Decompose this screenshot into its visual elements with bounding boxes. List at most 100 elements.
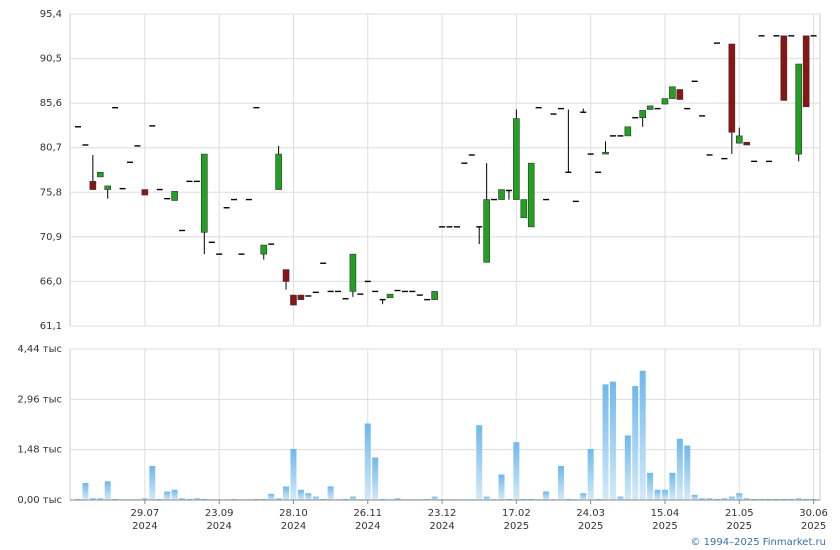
candle-body [602,151,609,155]
volume-bar [661,489,668,500]
volume-bar [617,496,624,500]
volume-bar [283,486,290,500]
volume-bar [520,498,527,500]
volume-bar [349,496,356,500]
volume-bar [803,498,810,500]
candle-body [735,135,743,144]
volume-bar [669,472,676,500]
candle-body [743,141,751,146]
volume-bar [364,423,371,500]
plot-area [69,348,821,501]
candle-body [498,189,505,200]
x-tick-year: 2025 [652,521,677,532]
candle-body [676,89,684,100]
candle-body [89,181,97,190]
volume-bar [565,498,572,500]
volume-bar [595,498,602,500]
volume-bar [305,493,312,500]
candle-body [483,199,490,263]
volume-bar [543,491,550,500]
candle-body [275,153,282,190]
volume-bar [587,448,594,500]
volume-bar [193,498,200,500]
candle-body [171,191,178,201]
y-tick-label: 2,96 тыс [17,394,62,405]
y-tick-label: 90,5 [40,54,62,65]
x-tick-label: 15.04 [651,508,680,519]
volume-bar [231,498,238,500]
volume-bar [743,498,750,500]
volume-bar [290,448,297,500]
x-tick-year: 2025 [578,521,603,532]
candle-body [661,98,669,105]
volume-bar [676,438,683,500]
y-tick-label: 80,7 [40,143,62,154]
x-tick-year: 2024 [206,521,231,532]
candle-body [513,118,520,200]
volume-bar [721,498,728,500]
y-tick-label: 66,0 [40,276,62,287]
candle-body [260,244,268,255]
volume-bar [164,491,171,500]
x-tick-label: 23.09 [205,508,234,519]
volume-bar [728,496,735,500]
candle-body [802,35,810,108]
volume-bar [528,498,535,500]
volume-bar [624,435,631,500]
plot-area [69,13,821,327]
volume-bar [112,498,119,500]
volume-bar [320,498,327,500]
y-tick-label: 95,4 [40,9,62,20]
volume-bar [379,498,386,500]
candle-body [624,126,632,137]
volume-bar [602,384,609,500]
candle-body [527,162,535,228]
candle-body [290,294,297,306]
x-tick-label: 28.10 [279,508,308,519]
candle-body [431,291,438,300]
volume-bar [75,498,81,500]
x-tick-label: 24.03 [576,508,605,519]
candle-body [96,171,104,178]
volume-bar [795,498,802,500]
volume-bar [513,442,520,500]
y-tick-label: 4,44 тыс [17,344,62,355]
volume-bar [201,498,208,500]
volume-bar [751,498,758,500]
volume-bar [141,498,148,500]
volume-bar [156,498,163,500]
volume-bar [773,498,780,500]
volume-bar [253,498,260,500]
x-tick-year: 2024 [429,521,454,532]
x-tick-year: 2025 [727,521,752,532]
candle-body [520,199,528,219]
volume-bar [268,493,275,500]
y-tick-label: 1,48 тыс [17,445,62,456]
candle-body [104,185,112,190]
y-tick-label: 75,8 [40,187,62,198]
volume-bar [505,498,512,500]
volume-bar [275,498,282,500]
y-tick-label: 70,9 [40,232,62,243]
volume-bar [394,498,401,500]
volume-bar [765,498,772,500]
x-tick-year: 2024 [355,521,380,532]
volume-bar [372,457,379,500]
volume-bar [609,381,616,500]
candle-body [795,63,803,155]
volume-bar [758,498,765,500]
volume-bar [424,498,431,500]
candle-body [646,105,654,110]
volume-bar [498,474,505,500]
y-tick-label: 85,6 [40,98,62,109]
volume-bar [780,498,787,500]
volume-bar [684,445,691,500]
volume-bar [149,465,156,500]
x-tick-label: 23.12 [428,508,457,519]
y-tick-label: 61,1 [40,321,62,332]
volume-bar [639,370,646,500]
volume-bar [476,425,483,500]
candle-body [282,269,290,282]
volume-bar [327,486,334,500]
volume-bar [179,498,186,500]
